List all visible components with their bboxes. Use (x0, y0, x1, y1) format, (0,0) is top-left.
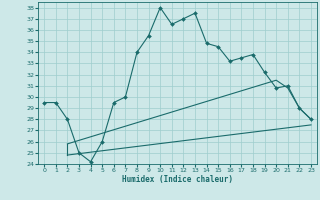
X-axis label: Humidex (Indice chaleur): Humidex (Indice chaleur) (122, 175, 233, 184)
